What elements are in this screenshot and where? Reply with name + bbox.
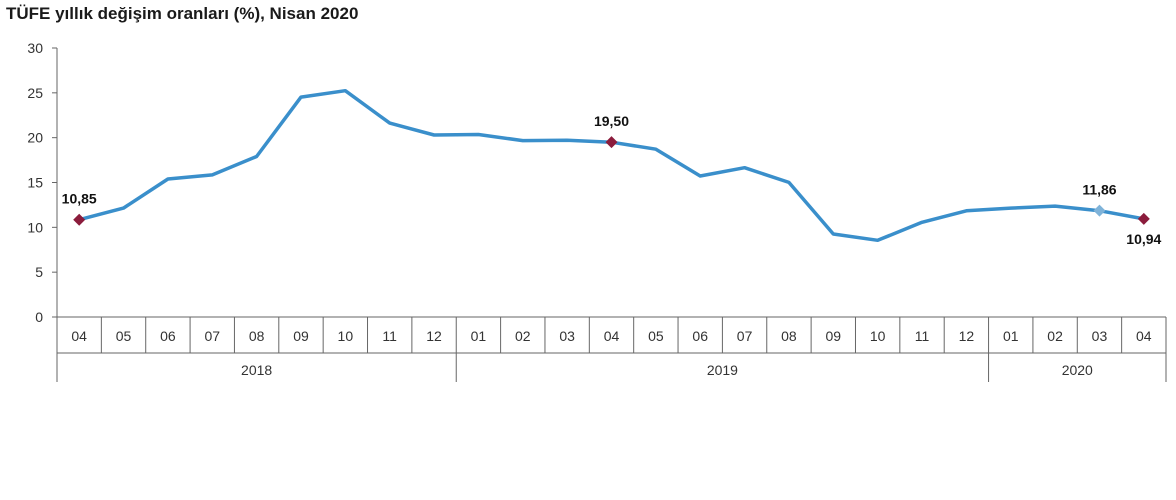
x-tick-label: 12 xyxy=(426,328,442,344)
x-tick-label: 04 xyxy=(1136,328,1152,344)
x-group-label: 2020 xyxy=(1062,362,1093,378)
chart-title: TÜFE yıllık değişim oranları (%), Nisan … xyxy=(6,4,359,23)
x-tick-label: 03 xyxy=(1092,328,1108,344)
x-tick-label: 04 xyxy=(71,328,87,344)
y-axis-ticks: 0 5 10 15 20 25 30 xyxy=(27,40,57,325)
x-tick-label: 09 xyxy=(293,328,309,344)
x-tick-label: 03 xyxy=(559,328,575,344)
y-tick-label: 0 xyxy=(35,309,43,325)
x-group-label: 2019 xyxy=(707,362,738,378)
x-group-label: 2018 xyxy=(241,362,272,378)
x-tick-label: 07 xyxy=(737,328,753,344)
y-tick-label: 25 xyxy=(27,85,43,101)
chart-axes xyxy=(56,48,1166,318)
data-point-marker xyxy=(73,213,86,226)
x-tick-label: 12 xyxy=(959,328,975,344)
x-tick-label: 07 xyxy=(204,328,220,344)
x-tick-label: 04 xyxy=(604,328,620,344)
data-label: 19,50 xyxy=(594,113,629,129)
x-tick-label: 11 xyxy=(382,328,397,344)
y-tick-label: 20 xyxy=(27,130,43,146)
x-tick-label: 06 xyxy=(160,328,176,344)
x-tick-label: 08 xyxy=(249,328,265,344)
y-tick-label: 5 xyxy=(35,264,43,280)
x-tick-label: 05 xyxy=(116,328,132,344)
x-tick-label: 09 xyxy=(826,328,842,344)
data-label: 10,85 xyxy=(62,191,97,207)
y-tick-label: 15 xyxy=(27,175,43,191)
x-tick-label: 10 xyxy=(870,328,886,344)
x-tick-label: 02 xyxy=(1047,328,1063,344)
x-tick-label: 08 xyxy=(781,328,797,344)
x-tick-label: 10 xyxy=(338,328,354,344)
x-tick-label: 06 xyxy=(692,328,708,344)
y-tick-label: 10 xyxy=(27,219,43,235)
data-point-marker xyxy=(1137,212,1150,225)
data-labels: 10,85 19,50 11,86 10,94 xyxy=(62,113,1162,247)
x-tick-label: 01 xyxy=(471,328,487,344)
x-axis-categories: 04 05 06 07 08 09 10 11 12 01 02 03 04 05 06 07 08 09 10 11… xyxy=(56,317,1167,382)
data-markers xyxy=(73,136,1150,226)
x-tick-label: 11 xyxy=(915,328,930,344)
data-point-marker xyxy=(1093,204,1106,217)
data-label: 10,94 xyxy=(1126,231,1161,247)
x-tick-label: 02 xyxy=(515,328,531,344)
x-tick-label: 05 xyxy=(648,328,664,344)
data-label: 11,86 xyxy=(1082,182,1116,198)
y-tick-label: 30 xyxy=(27,40,43,56)
x-tick-label: 01 xyxy=(1003,328,1019,344)
data-point-marker xyxy=(605,136,618,149)
